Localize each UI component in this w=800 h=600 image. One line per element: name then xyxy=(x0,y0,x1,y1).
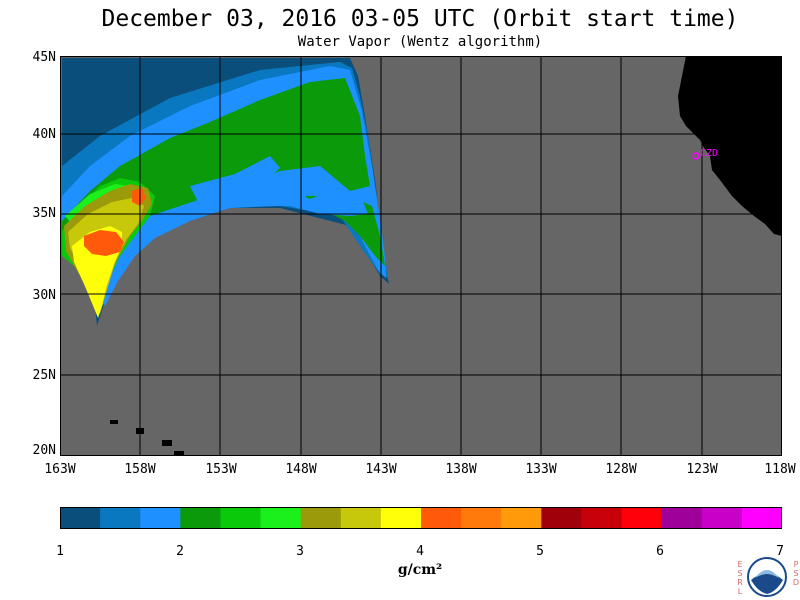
colorbar-segment xyxy=(661,507,703,529)
colorbar-segment xyxy=(621,507,663,529)
lon-label-143w: 143W xyxy=(365,462,397,477)
colorbar-segment xyxy=(340,507,382,529)
colorbar-tick-1: 1 xyxy=(56,544,64,559)
colorbar-units: g/cm² xyxy=(397,562,443,578)
colorbar-segment xyxy=(541,507,582,529)
noaa-emblem-icon xyxy=(747,557,787,597)
colorbar-segment xyxy=(501,507,542,529)
lon-label-133w: 133W xyxy=(525,462,557,477)
lat-label-35n: 35N xyxy=(32,206,56,221)
lat-label-20n: 20N xyxy=(32,443,56,458)
map-frame xyxy=(60,56,782,456)
colorbar-segment xyxy=(60,507,101,529)
colorbar-segment xyxy=(741,507,782,529)
lon-label-123w: 123W xyxy=(686,462,718,477)
colorbar-segment xyxy=(581,507,623,529)
colorbar-segment xyxy=(300,507,342,529)
colorbar-segment xyxy=(380,507,422,529)
colorbar-segment xyxy=(220,507,262,529)
lat-label-30n: 30N xyxy=(32,288,56,303)
lon-label-128w: 128W xyxy=(605,462,637,477)
colorbar-tick-6: 6 xyxy=(656,544,664,559)
grid-lines xyxy=(60,56,782,456)
lat-label-40n: 40N xyxy=(32,127,56,142)
lon-label-163w: 163W xyxy=(44,462,76,477)
colorbar-frame xyxy=(60,507,782,529)
colorbar-segment xyxy=(180,507,221,529)
colorbar-segment xyxy=(461,507,502,529)
colorbar-tick-5: 5 xyxy=(536,544,544,559)
page-subtitle: Water Vapor (Wentz algorithm) xyxy=(297,34,543,50)
colorbar-segment xyxy=(140,507,181,529)
colorbar-segment xyxy=(260,507,302,529)
colorbar-tick-7: 7 xyxy=(776,544,784,559)
lat-label-45n: 45N xyxy=(32,50,56,65)
colorbar-segment xyxy=(701,507,743,529)
colorbar-tick-3: 3 xyxy=(296,544,304,559)
page-title: December 03, 2016 03-05 UTC (Orbit start… xyxy=(101,6,739,32)
lon-label-158w: 158W xyxy=(124,462,156,477)
colorbar-tick-4: 4 xyxy=(416,544,424,559)
lon-label-138w: 138W xyxy=(445,462,477,477)
water-vapor-map: CZD xyxy=(60,56,782,456)
water-vapor-swath xyxy=(62,58,389,326)
colorbar-tick-2: 2 xyxy=(176,544,184,559)
lon-label-118w: 118W xyxy=(764,462,796,477)
california-landmass xyxy=(678,56,782,236)
colorbar-segment xyxy=(100,507,141,529)
lon-label-153w: 153W xyxy=(205,462,237,477)
lat-label-25n: 25N xyxy=(32,368,56,383)
lon-label-148w: 148W xyxy=(285,462,317,477)
colorbar-segment xyxy=(421,507,462,529)
station-marker xyxy=(692,152,700,160)
station-label: CZD xyxy=(700,148,718,159)
colorbar xyxy=(60,507,782,529)
